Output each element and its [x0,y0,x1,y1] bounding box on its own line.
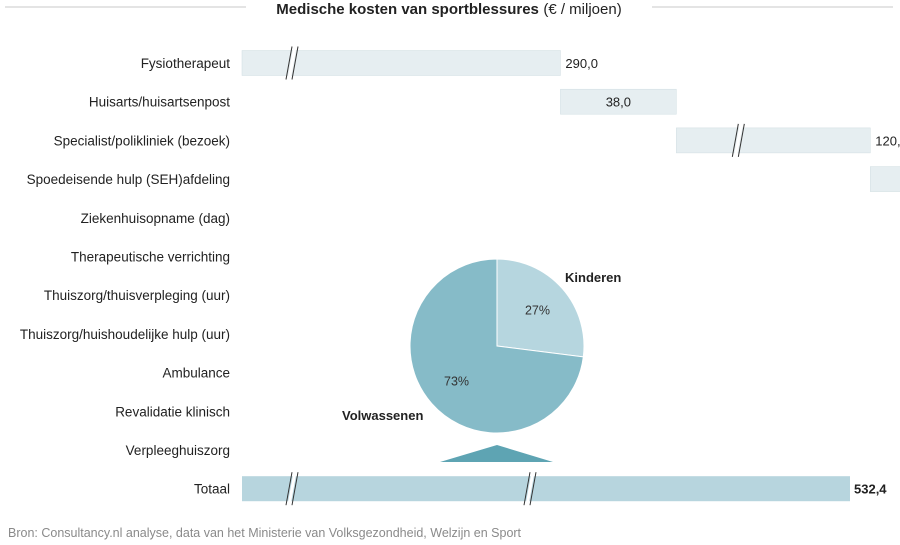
axis-break-mark [285,472,293,506]
axis-break-mark [291,46,299,80]
pie-pointer-triangle [440,445,553,462]
axis-break-gap [287,471,297,506]
axis-break-mark [529,472,537,506]
chart-title: Medische kosten van sportblessures (€ / … [276,1,621,18]
bar-total [242,476,850,502]
pie-legend-kinderen: Kinderen [565,270,621,285]
pie-slice-volwassenen [409,258,584,434]
bars-layer: Fysiotherapeut 290,0 Huisarts/huisartsenpo… [20,46,900,506]
pie-chart: 27% 73% Kinderen Volwassenen [342,258,621,462]
axis-break-mark [731,123,739,157]
category-label: Ambulance [162,366,230,381]
axis-break-mark [291,472,299,506]
axis-break-gap [287,46,297,80]
total-label: Totaal [194,482,230,497]
value-label: 120,0 [875,133,900,148]
bar-4 [870,166,900,192]
bar-3 [676,127,871,154]
category-label: Huisarts/huisartsenpost [89,95,230,110]
source-note: Bron: Consultancy.nl analyse, data van h… [8,526,522,540]
category-label: Ziekenhuisopname (dag) [81,211,230,226]
bar-2 [560,88,677,115]
pie-slice-kinderen [496,258,585,358]
category-label: Verpleeghuiszorg [126,443,230,458]
axis-break-mark [523,472,531,506]
category-label: Therapeutische verrichting [71,250,230,265]
category-label: Thuiszorg/thuisverpleging (uur) [44,288,230,303]
axis-break-gap [525,471,535,506]
value-label: 38,0 [606,95,631,110]
pie-percent-label: 27% [525,303,550,317]
value-label: 290,0 [565,56,598,71]
axis-break-mark [285,46,293,80]
pie-legend-volwassenen: Volwassenen [342,408,423,423]
category-label: Fysiotherapeut [141,56,231,71]
category-label: Specialist/polikliniek (bezoek) [54,133,230,148]
pie-percent-label: 73% [444,375,469,389]
category-label: Thuiszorg/huishoudelijke hulp (uur) [20,327,230,342]
axis-break-gap [733,123,743,158]
category-label: Revalidatie klinisch [115,404,230,419]
axis-break-mark [737,123,745,157]
category-label: Spoedeisende hulp (SEH)afdeling [27,172,230,187]
total-value-label: 532,4 [854,482,887,497]
